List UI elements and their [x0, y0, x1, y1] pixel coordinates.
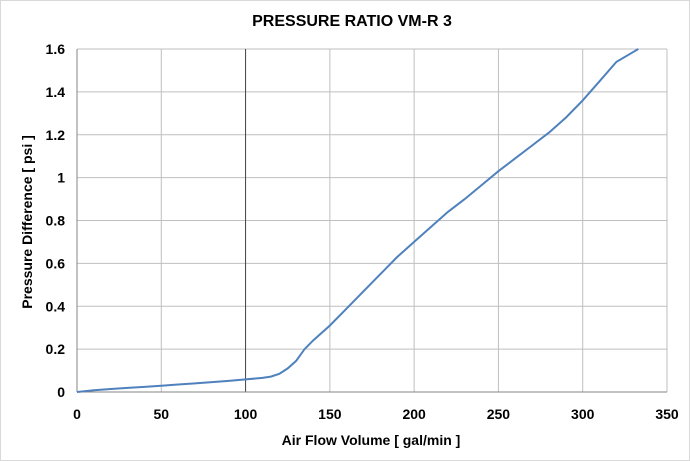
y-tick-label: 0.6	[46, 255, 66, 271]
x-tick-label: 350	[655, 406, 679, 422]
y-tick-label: 1.2	[46, 127, 66, 143]
y-axis-label: Pressure Difference [ psi ]	[19, 135, 35, 309]
grid	[77, 48, 668, 392]
y-tick-label: 0	[57, 384, 65, 400]
x-tick-label: 150	[318, 406, 342, 422]
y-tick-label: 0.4	[46, 298, 66, 314]
x-tick-label: 200	[402, 406, 426, 422]
series-line	[76, 48, 639, 393]
chart-title: PRESSURE RATIO VM-R 3	[252, 13, 452, 30]
axes	[76, 49, 667, 393]
tick-labels: 0 0.2 0.4 0.6 0.8 1 1.2 1.4 1.6 0 50 100 150 200 250 30…	[46, 41, 679, 422]
x-tick-label: 0	[73, 406, 81, 422]
y-tick-label: 0.2	[46, 341, 66, 357]
x-tick-label: 100	[234, 406, 258, 422]
x-tick-label: 300	[571, 406, 595, 422]
y-tick-label: 1.6	[46, 41, 66, 57]
series-layer	[76, 48, 639, 393]
x-tick-label: 50	[153, 406, 169, 422]
y-tick-label: 1	[57, 170, 65, 186]
x-tick-label: 250	[487, 406, 511, 422]
y-tick-label: 1.4	[46, 84, 66, 100]
x-axis-label: Air Flow Volume [ gal/min ]	[282, 432, 461, 448]
y-tick-label: 0.8	[46, 213, 66, 229]
